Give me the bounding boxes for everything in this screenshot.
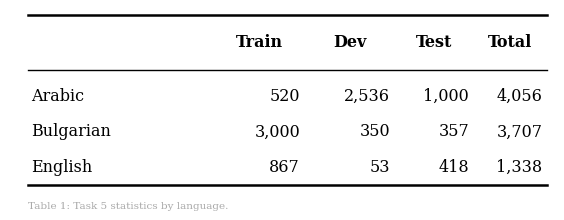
Text: Train: Train [236, 34, 283, 51]
Text: Table 1: Task 5 statistics by language.: Table 1: Task 5 statistics by language. [28, 202, 228, 211]
Text: 867: 867 [269, 159, 300, 176]
Text: 1,000: 1,000 [424, 88, 469, 105]
Text: 53: 53 [370, 159, 390, 176]
Text: Total: Total [488, 34, 532, 51]
Text: 520: 520 [270, 88, 300, 105]
Text: English: English [31, 159, 92, 176]
Text: 3,707: 3,707 [496, 123, 543, 141]
Text: 350: 350 [360, 123, 390, 141]
Text: 418: 418 [439, 159, 469, 176]
Text: 3,000: 3,000 [254, 123, 300, 141]
Text: 357: 357 [438, 123, 469, 141]
Text: Arabic: Arabic [31, 88, 84, 105]
Text: 1,338: 1,338 [496, 159, 543, 176]
Text: Test: Test [416, 34, 452, 51]
Text: Dev: Dev [333, 34, 367, 51]
Text: 4,056: 4,056 [497, 88, 543, 105]
Text: 2,536: 2,536 [344, 88, 390, 105]
Text: Bulgarian: Bulgarian [31, 123, 111, 141]
